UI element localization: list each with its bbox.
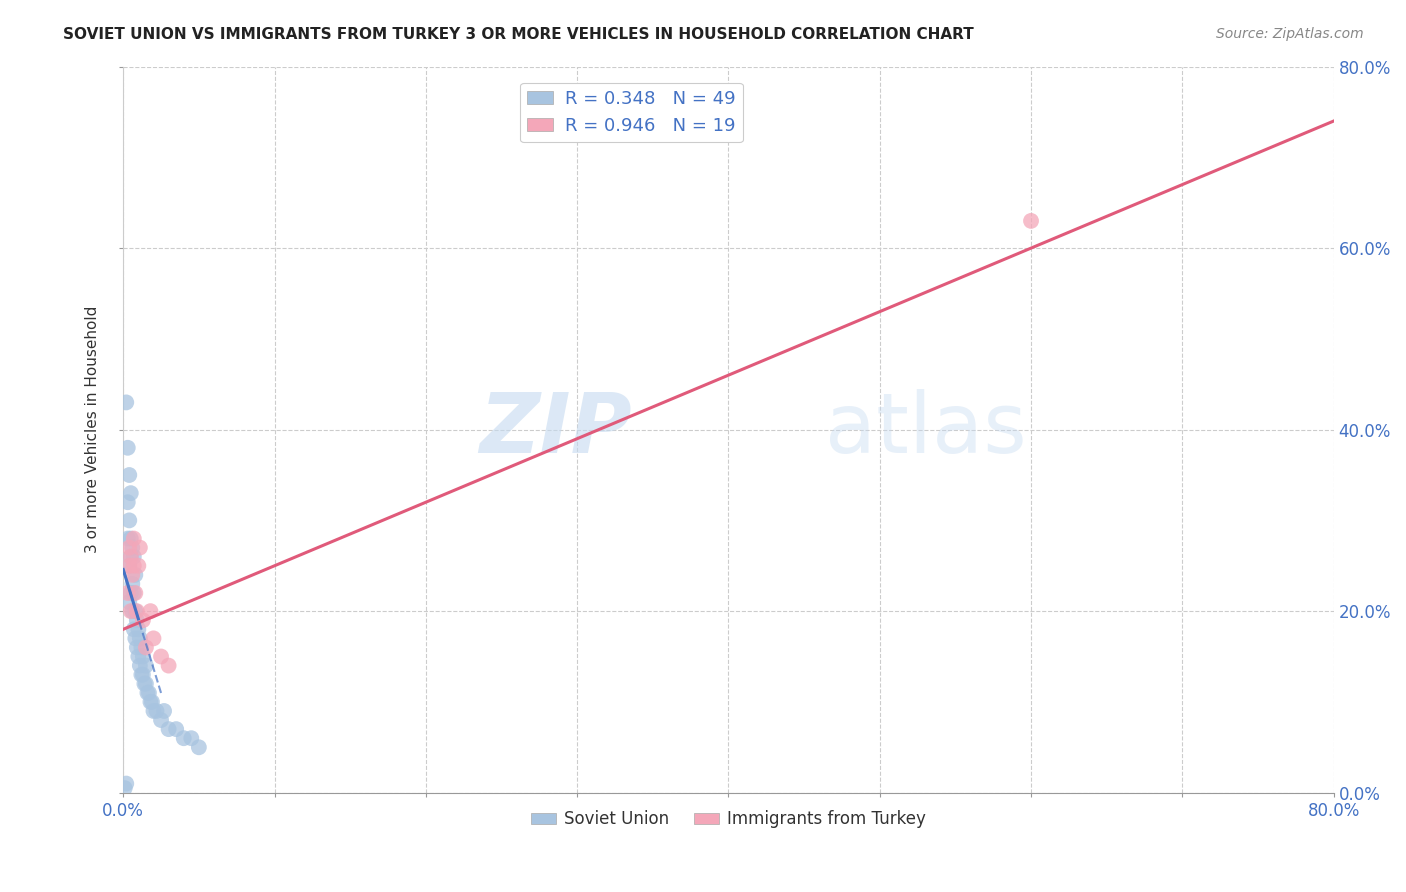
- Point: [115, 395, 138, 409]
- Point: [187, 740, 209, 755]
- Point: [117, 586, 139, 600]
- Point: [117, 532, 139, 546]
- Point: [173, 731, 195, 746]
- Point: [153, 704, 176, 718]
- Point: [122, 622, 145, 636]
- Point: [139, 695, 162, 709]
- Point: [125, 640, 148, 655]
- Point: [128, 658, 150, 673]
- Point: [118, 468, 141, 483]
- Point: [121, 577, 143, 591]
- Point: [121, 604, 143, 618]
- Text: ZIP: ZIP: [479, 389, 631, 470]
- Point: [117, 441, 139, 455]
- Point: [122, 532, 145, 546]
- Point: [150, 713, 173, 727]
- Point: [125, 604, 148, 618]
- Point: [118, 558, 141, 573]
- Point: [120, 486, 142, 500]
- Point: [118, 513, 141, 527]
- Point: [125, 613, 148, 627]
- Point: [136, 686, 159, 700]
- Y-axis label: 3 or more Vehicles in Household: 3 or more Vehicles in Household: [86, 306, 100, 553]
- Point: [134, 677, 156, 691]
- Legend: Soviet Union, Immigrants from Turkey: Soviet Union, Immigrants from Turkey: [524, 804, 934, 835]
- Point: [180, 731, 202, 746]
- Point: [124, 632, 146, 646]
- Point: [115, 776, 138, 790]
- Point: [131, 640, 153, 655]
- Point: [150, 649, 173, 664]
- Point: [118, 595, 141, 609]
- Point: [118, 558, 141, 573]
- Point: [120, 586, 142, 600]
- Point: [142, 632, 165, 646]
- Point: [128, 632, 150, 646]
- Point: [1019, 214, 1042, 228]
- Point: [120, 532, 142, 546]
- Point: [121, 541, 143, 555]
- Point: [131, 667, 153, 681]
- Point: [132, 613, 155, 627]
- Point: [124, 586, 146, 600]
- Point: [122, 558, 145, 573]
- Point: [128, 541, 150, 555]
- Point: [135, 677, 157, 691]
- Point: [122, 549, 145, 564]
- Point: [145, 704, 167, 718]
- Point: [138, 686, 160, 700]
- Point: [121, 567, 143, 582]
- Point: [132, 649, 155, 664]
- Point: [127, 622, 149, 636]
- Point: [120, 549, 142, 564]
- Point: [124, 604, 146, 618]
- Point: [157, 658, 180, 673]
- Point: [139, 604, 162, 618]
- Point: [132, 667, 155, 681]
- Point: [120, 604, 142, 618]
- Point: [141, 695, 163, 709]
- Point: [135, 640, 157, 655]
- Point: [142, 704, 165, 718]
- Point: [127, 558, 149, 573]
- Point: [118, 541, 141, 555]
- Point: [120, 549, 142, 564]
- Point: [135, 658, 157, 673]
- Text: SOVIET UNION VS IMMIGRANTS FROM TURKEY 3 OR MORE VEHICLES IN HOUSEHOLD CORRELATI: SOVIET UNION VS IMMIGRANTS FROM TURKEY 3…: [63, 27, 974, 42]
- Point: [165, 722, 187, 736]
- Point: [124, 567, 146, 582]
- Point: [114, 781, 136, 796]
- Point: [117, 495, 139, 509]
- Text: Source: ZipAtlas.com: Source: ZipAtlas.com: [1216, 27, 1364, 41]
- Point: [122, 586, 145, 600]
- Point: [127, 649, 149, 664]
- Point: [157, 722, 180, 736]
- Text: atlas: atlas: [825, 389, 1026, 470]
